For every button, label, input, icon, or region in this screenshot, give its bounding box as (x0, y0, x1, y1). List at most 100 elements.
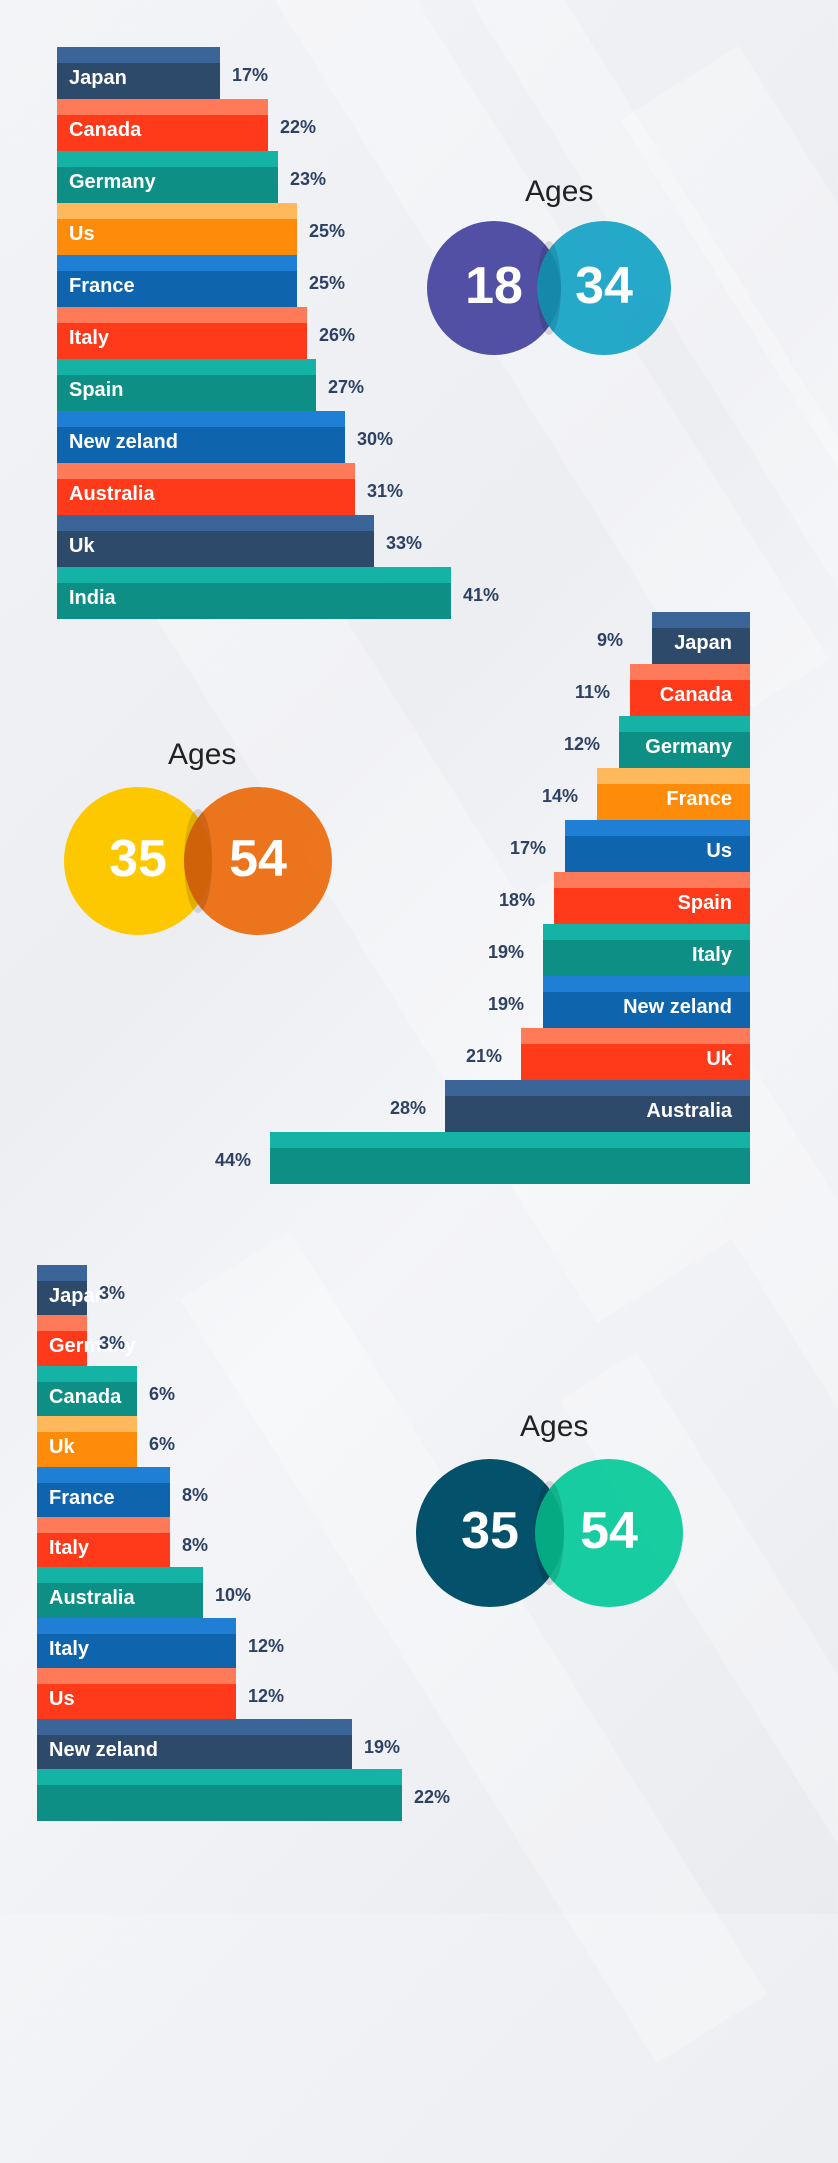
age-start-number: 35 (109, 830, 167, 888)
bar-category-label: Japan (49, 1285, 107, 1307)
chart-bar: Italy (543, 924, 750, 976)
age-circle-overlap (535, 1481, 564, 1585)
chart-bar: Italy (57, 307, 307, 359)
bar-category-label: Japan (674, 632, 732, 654)
bar-category-label: Germany (69, 171, 156, 193)
chart-bar: Germany (57, 151, 278, 203)
chart-bar-fill (37, 1483, 170, 1519)
ages-title: Ages (168, 738, 237, 771)
age-start-number: 35 (461, 1502, 519, 1560)
chart-bar-fill (57, 323, 307, 359)
bar-value-label: 25% (309, 273, 346, 293)
bar-category-label: Italy (49, 1638, 90, 1660)
chart-bar: Us (57, 203, 297, 255)
age-end-number: 54 (229, 830, 287, 888)
chart-bar-highlight (445, 1080, 750, 1096)
chart-bar: Us (37, 1668, 236, 1720)
chart-bar: Italy (37, 1618, 236, 1670)
chart-bar-fill (37, 1785, 402, 1821)
chart-bar-fill (554, 888, 750, 924)
chart-bar-highlight (597, 768, 750, 784)
bar-value-label: 12% (248, 1686, 285, 1706)
age-start-number: 18 (465, 257, 523, 315)
bar-value-label: 26% (319, 325, 356, 345)
chart-bar: Japan (37, 1265, 107, 1317)
chart-bar-highlight (270, 1132, 750, 1148)
bar-category-label: India (69, 587, 116, 609)
bar-value-label: 44% (215, 1150, 252, 1170)
bar-value-label: 19% (488, 994, 525, 1014)
bar-value-label: 18% (499, 890, 536, 910)
chart-bar-fill (57, 375, 316, 411)
bar-value-label: 21% (466, 1046, 503, 1066)
chart-bar: Spain (57, 359, 316, 411)
chart-bar-fill (521, 1044, 750, 1080)
bar-value-label: 33% (386, 533, 423, 553)
chart-bar-fill (543, 992, 750, 1028)
bar-value-label: 17% (510, 838, 547, 858)
chart-bar-highlight (57, 567, 451, 583)
bar-category-label: Australia (69, 483, 155, 505)
bar-value-label: 28% (390, 1098, 427, 1118)
bar-category-label: Us (49, 1688, 75, 1710)
chart-bar-highlight (37, 1719, 352, 1735)
chart-bar-highlight (37, 1618, 236, 1634)
chart-bar: Australia (57, 463, 355, 515)
bar-value-label: 10% (215, 1585, 252, 1605)
chart-bar-highlight (630, 664, 750, 680)
age-circle-end (184, 787, 332, 935)
bar-category-label: Uk (69, 535, 95, 557)
chart-bar: Canada (57, 99, 268, 151)
chart-bar: Australia (37, 1567, 203, 1619)
age-circle-end (537, 221, 671, 355)
bar-category-label: Canada (69, 119, 142, 141)
bar-category-label: France (666, 788, 732, 810)
age-circle-overlap (537, 241, 561, 335)
bar-value-label: 9% (597, 630, 624, 650)
chart-bar-fill (57, 115, 268, 151)
ages-title: Ages (525, 175, 594, 208)
bar-value-label: 19% (364, 1737, 401, 1757)
chart-bar-highlight (37, 1668, 236, 1684)
chart-bar-fill (57, 63, 220, 99)
bar-category-label: Spain (677, 892, 732, 914)
chart-bar-highlight (37, 1769, 402, 1785)
chart-bar: Germany (619, 716, 750, 768)
chart-bar: France (37, 1467, 170, 1519)
bar-value-label: 17% (232, 65, 269, 85)
chart-bar (270, 1132, 750, 1184)
bar-category-label: New zeland (623, 996, 732, 1018)
chart-bar-highlight (57, 463, 355, 479)
bar-category-label: Italy (49, 1537, 90, 1559)
bar-value-label: 6% (149, 1434, 176, 1454)
bar-category-label: Germany (645, 736, 732, 758)
chart-bar: Japan (652, 612, 750, 664)
chart-bar-highlight (37, 1567, 203, 1583)
chart-bar-highlight (543, 924, 750, 940)
chart-bar-fill (37, 1634, 236, 1670)
chart-bar: New zeland (37, 1719, 352, 1771)
bar-value-label: 23% (290, 169, 327, 189)
chart-bar-fill (652, 628, 750, 664)
bar-value-label: 3% (99, 1283, 126, 1303)
chart-bar-fill (37, 1432, 137, 1468)
chart-bar-fill (37, 1533, 170, 1569)
chart-bar-fill (270, 1148, 750, 1184)
bar-category-label: France (49, 1487, 115, 1509)
chart-bar-highlight (652, 612, 750, 628)
chart-bar (37, 1769, 402, 1821)
bar-category-label: Us (706, 840, 732, 862)
chart-bar-highlight (554, 872, 750, 888)
bar-value-label: 27% (328, 377, 365, 397)
bar-value-label: 22% (280, 117, 317, 137)
chart-bar: New zeland (543, 976, 750, 1028)
chart-bar-highlight (57, 515, 374, 531)
bar-value-label: 3% (99, 1333, 126, 1353)
chart-bar: New zeland (57, 411, 345, 463)
chart-bar-highlight (57, 151, 278, 167)
chart-bar: Spain (554, 872, 750, 924)
chart-bar: India (57, 567, 451, 619)
bar-value-label: 8% (182, 1485, 209, 1505)
age-end-number: 54 (580, 1502, 638, 1560)
bar-category-label: New zeland (69, 431, 178, 453)
